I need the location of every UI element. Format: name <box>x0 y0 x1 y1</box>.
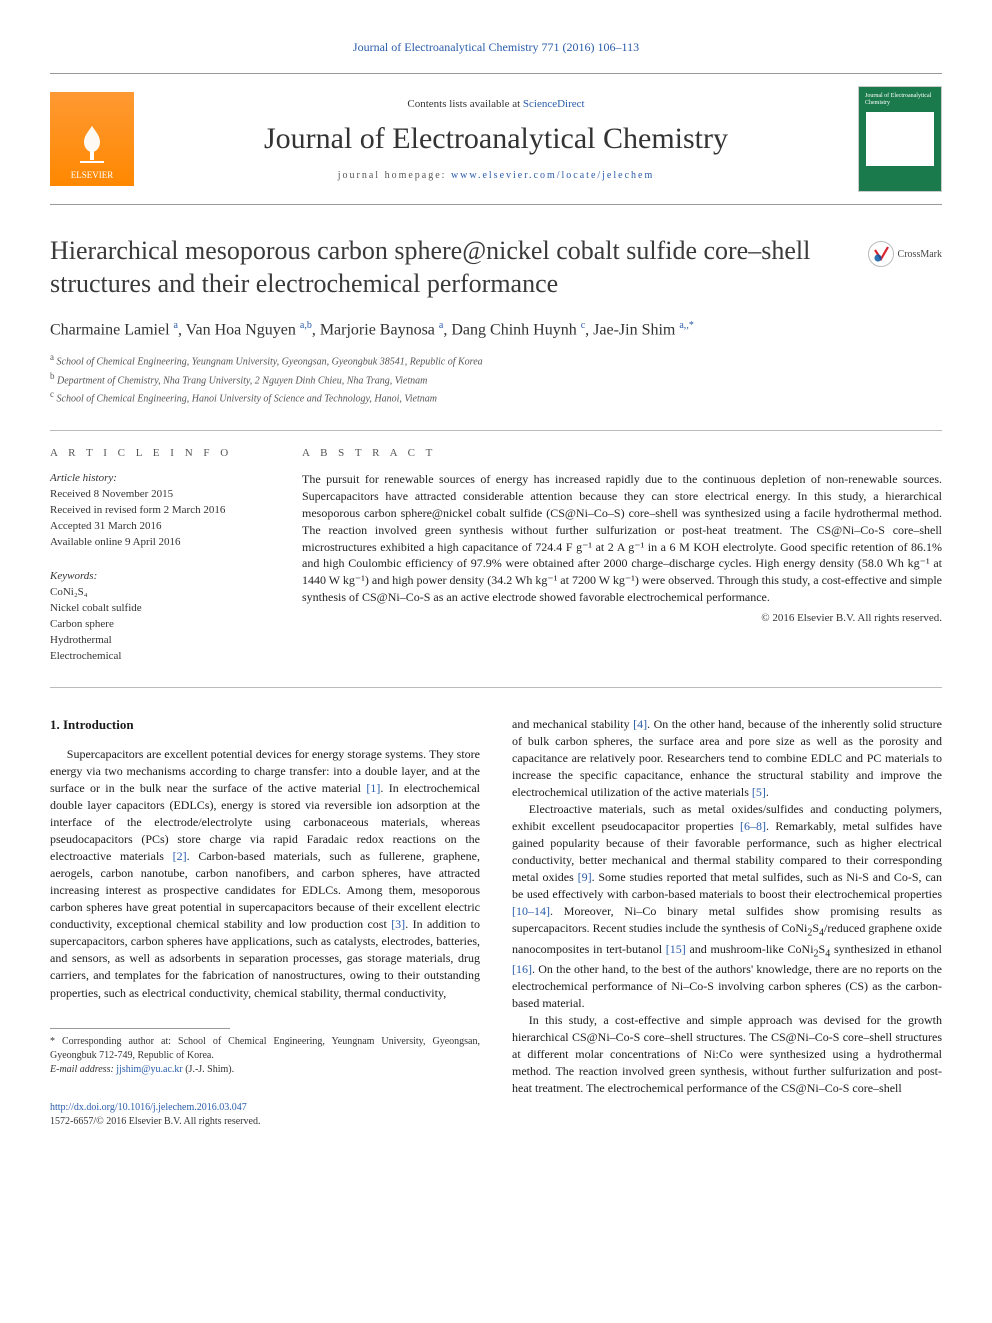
journal-homepage-link[interactable]: www.elsevier.com/locate/jelechem <box>451 170 654 181</box>
cover-title: Journal of Electroanalytical Chemistry <box>865 93 935 106</box>
crossmark-icon <box>868 241 894 267</box>
abstract-heading: A B S T R A C T <box>302 447 942 459</box>
intro-right-p2: Electroactive materials, such as metal o… <box>512 801 942 1012</box>
ref-9-link[interactable]: [9] <box>578 870 592 884</box>
corresponding-footnote: * Corresponding author at: School of Che… <box>50 1035 480 1077</box>
ref-4-link[interactable]: [4] <box>633 717 647 731</box>
email-paren: (J.-J. Shim). <box>185 1064 234 1075</box>
history-label: Article history: <box>50 472 117 484</box>
cover-artwork <box>866 112 934 166</box>
left-column: 1. Introduction Supercapacitors are exce… <box>50 716 480 1129</box>
journal-cover: Journal of Electroanalytical Chemistry <box>858 86 942 192</box>
sciencedirect-link[interactable]: ScienceDirect <box>523 98 585 110</box>
crossmark-label: CrossMark <box>898 249 942 260</box>
contents-line: Contents lists available at ScienceDirec… <box>134 98 858 110</box>
issn-copyright: 1572-6657/© 2016 Elsevier B.V. All right… <box>50 1116 260 1127</box>
body-two-column: 1. Introduction Supercapacitors are exce… <box>50 716 942 1129</box>
keywords-label: Keywords: <box>50 570 97 582</box>
header-journal-citation: Journal of Electroanalytical Chemistry 7… <box>50 40 942 55</box>
ref-16-link[interactable]: [16] <box>512 962 532 976</box>
article-info-sidebar: A R T I C L E I N F O Article history: R… <box>50 447 270 664</box>
footnote-rule <box>50 1028 230 1029</box>
ref-15-link[interactable]: [15] <box>666 942 686 956</box>
masthead-center: Contents lists available at ScienceDirec… <box>134 98 858 181</box>
ref-3-link[interactable]: [3] <box>391 917 405 931</box>
publisher-logo: ELSEVIER <box>50 92 134 186</box>
footer-block: http://dx.doi.org/10.1016/j.jelechem.201… <box>50 1101 480 1129</box>
article-title: Hierarchical mesoporous carbon sphere@ni… <box>50 235 850 300</box>
article-info-heading: A R T I C L E I N F O <box>50 447 270 459</box>
section-heading-intro: 1. Introduction <box>50 716 480 734</box>
abstract-copyright: © 2016 Elsevier B.V. All rights reserved… <box>302 612 942 624</box>
author-list: Charmaine Lamiel a, Van Hoa Nguyen a,b, … <box>50 320 942 339</box>
contents-prefix: Contents lists available at <box>407 98 522 110</box>
publisher-name: ELSEVIER <box>71 170 114 180</box>
ref-1-link[interactable]: [1] <box>366 781 380 795</box>
corresponding-email-link[interactable]: jjshim@yu.ac.kr <box>116 1064 182 1075</box>
ref-5-link[interactable]: [5] <box>752 785 766 799</box>
ref-2-link[interactable]: [2] <box>173 849 187 863</box>
corresponding-text: * Corresponding author at: School of Che… <box>50 1036 480 1061</box>
intro-right-p3: In this study, a cost-effective and simp… <box>512 1012 942 1097</box>
journal-name: Journal of Electroanalytical Chemistry <box>134 122 858 156</box>
article-history: Received 8 November 2015Received in revi… <box>50 488 225 548</box>
email-label: E-mail address: <box>50 1064 114 1075</box>
ref-6-8-link[interactable]: [6–8] <box>740 819 766 833</box>
divider <box>50 687 942 688</box>
affiliations: a School of Chemical Engineering, Yeungn… <box>50 351 942 406</box>
masthead: ELSEVIER Contents lists available at Sci… <box>50 73 942 205</box>
header-journal-link[interactable]: Journal of Electroanalytical Chemistry 7… <box>353 40 639 54</box>
intro-right-p1: and mechanical stability [4]. On the oth… <box>512 716 942 801</box>
right-column: and mechanical stability [4]. On the oth… <box>512 716 942 1129</box>
keywords-list: CoNi₂S₄Nickel cobalt sulfideCarbon spher… <box>50 586 142 662</box>
ref-10-14-link[interactable]: [10–14] <box>512 904 550 918</box>
journal-hp-prefix: journal homepage: <box>338 170 451 181</box>
intro-left-paragraph: Supercapacitors are excellent potential … <box>50 746 480 1001</box>
crossmark-badge[interactable]: CrossMark <box>868 241 942 267</box>
abstract-block: A B S T R A C T The pursuit for renewabl… <box>302 447 942 664</box>
doi-link[interactable]: http://dx.doi.org/10.1016/j.jelechem.201… <box>50 1102 247 1113</box>
journal-homepage: journal homepage: www.elsevier.com/locat… <box>134 170 858 181</box>
elsevier-tree-icon <box>70 122 114 166</box>
abstract-text: The pursuit for renewable sources of ene… <box>302 471 942 605</box>
